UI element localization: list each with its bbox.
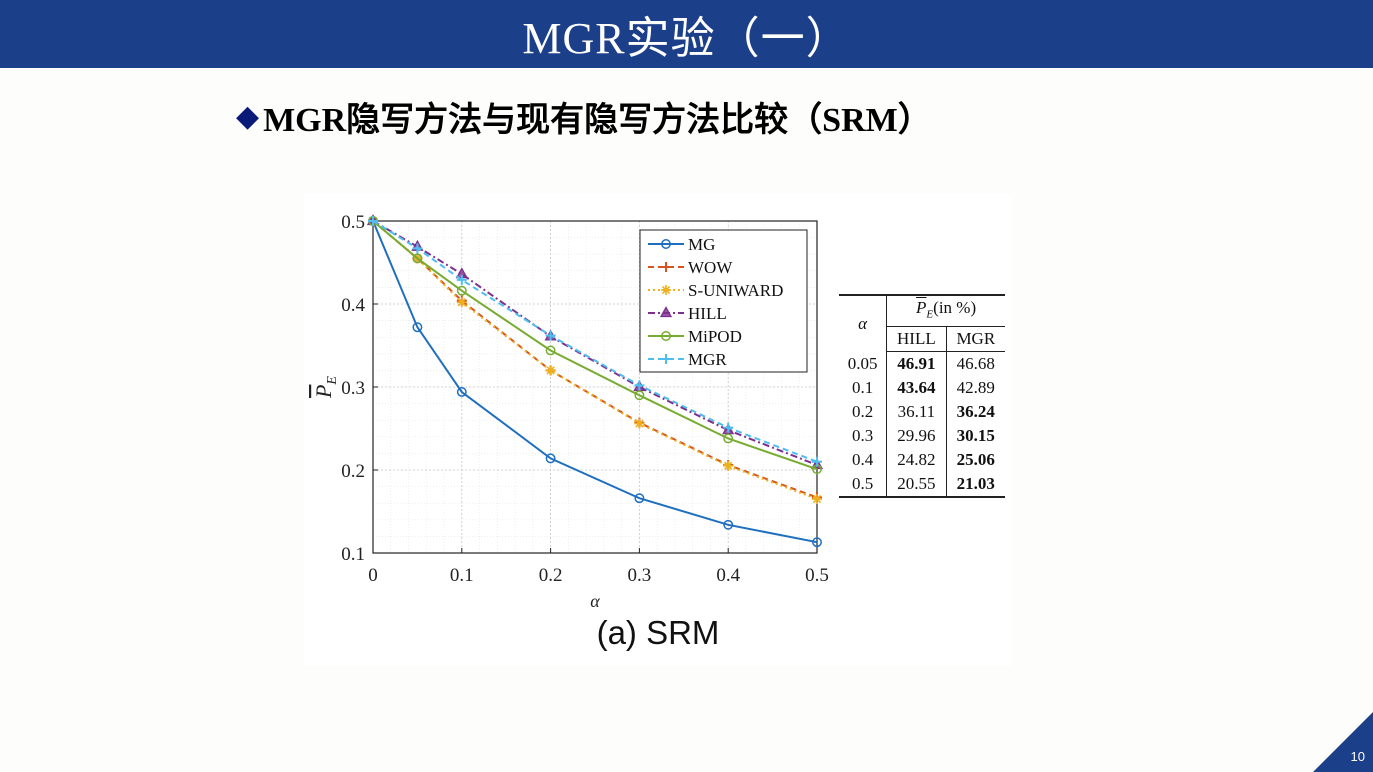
legend-label: WOW: [688, 258, 733, 277]
table-cell-mgr: 46.68: [945, 351, 1005, 377]
table-header-pe: PE(in %): [886, 294, 1005, 328]
table-header-hill: HILL: [886, 326, 947, 353]
y-tick-label: 0.3: [341, 378, 365, 399]
table-cell-alpha: 0.05: [847, 354, 878, 374]
x-tick-label: 0.5: [805, 565, 829, 586]
line-chart: 0 0.1 0.2 0.3 0.4 0.50.10.20.30.40.5αPEMGWOWS…: [311, 212, 829, 611]
x-axis-label: α: [590, 591, 600, 611]
table-cell-alpha: 0.1: [851, 378, 874, 398]
y-tick-label: 0.1: [341, 544, 365, 565]
slide-subtitle: ◆ MGR隐写方法与现有隐写方法比较（SRM）: [236, 92, 932, 140]
legend-label: HILL: [688, 304, 727, 323]
table-cell-hill: 20.55: [886, 472, 947, 499]
data-point: [634, 380, 645, 391]
data-point: [545, 345, 556, 356]
legend-label: MiPOD: [688, 327, 742, 346]
x-tick-label: 0: [368, 565, 378, 586]
data-point: [545, 330, 556, 341]
table-cell-alpha: 0.4: [851, 450, 874, 470]
legend-marker: [661, 239, 671, 249]
series-line-mg: [372, 220, 818, 544]
table-cell-mgr: 30.15: [945, 424, 1005, 449]
data-point: [723, 422, 734, 433]
data-point: [545, 365, 556, 376]
data-point: [812, 537, 822, 548]
figure-panel: 0 0.1 0.2 0.3 0.4 0.5 0.1 0.2 0.3 0.4 0.5 α PE MG WOW S…: [304, 194, 1012, 666]
data-point: [812, 494, 822, 505]
title-bar: MGR实验（一）: [0, 0, 1373, 68]
table-cell-mgr: 42.89: [945, 376, 1005, 401]
table-row: 0.4 24.82 25.06: [839, 448, 1005, 473]
legend-label: MGR: [688, 350, 727, 369]
table-row: 0.3 29.96 30.15: [839, 424, 1005, 449]
data-point: [723, 433, 734, 444]
table-cell-hill: 43.64: [886, 376, 947, 401]
data-point: [812, 456, 822, 467]
x-tick-label: 0.1: [450, 565, 474, 586]
data-point: [412, 253, 423, 264]
table-row: 0.5 20.55 21.03: [839, 472, 1005, 499]
data-point: [456, 274, 467, 285]
series-line-mipod: [372, 220, 818, 471]
table-cell-mgr: 25.06: [945, 448, 1005, 473]
data-point: [723, 519, 734, 530]
data-point: [412, 322, 423, 333]
data-point: [412, 243, 423, 254]
legend-marker: [661, 331, 671, 341]
table-header-mgr: MGR: [945, 326, 1005, 353]
table-cell-hill: 46.91: [886, 351, 947, 377]
slide-title: MGR实验（一）: [522, 14, 851, 63]
y-tick-label: 0.4: [341, 295, 365, 316]
table-row: 0.1 43.64 42.89: [839, 376, 1005, 401]
diamond-bullet-icon: ◆: [236, 99, 260, 133]
x-tick-label: 0.4: [716, 565, 740, 586]
legend-box: [639, 229, 808, 373]
table-row: 0.2 36.11 36.24: [839, 400, 1005, 425]
legend-marker: [661, 262, 671, 272]
y-axis-label: PE: [311, 376, 340, 399]
legend-marker: [661, 285, 671, 295]
data-point: [634, 493, 645, 504]
data-point: [634, 390, 645, 401]
subtitle-text: MGR隐写方法与现有隐写方法比较（SRM）: [263, 101, 932, 139]
data-point: [634, 418, 645, 429]
data-point: [545, 453, 556, 464]
y-tick-label: 0.2: [341, 461, 365, 482]
table-row: 0.05 46.91 46.68: [839, 351, 1005, 377]
legend-label: S-UNIWARD: [688, 281, 783, 300]
table-cell-hill: 36.11: [886, 400, 947, 425]
y-tick-label: 0.5: [341, 212, 365, 233]
legend-marker: [661, 354, 671, 364]
legend-marker: [659, 306, 673, 318]
data-point: [456, 387, 467, 397]
table-cell-alpha: 0.3: [851, 426, 874, 446]
data-point: [456, 285, 467, 296]
table-cell-alpha: 0.5: [839, 472, 887, 499]
table-cell-hill: 24.82: [886, 448, 947, 473]
x-tick-label: 0.2: [539, 565, 563, 586]
figure-caption: (a) SRM: [596, 614, 720, 651]
table-header-alpha: α: [839, 294, 887, 352]
x-tick-label: 0.3: [628, 565, 652, 586]
data-point: [723, 460, 734, 471]
pe-table: α PE(in %) HILL MGR 0.05 46.91 46.68 0.1 43.…: [839, 294, 1005, 499]
data-point: [456, 297, 467, 308]
data-point: [368, 216, 378, 226]
corner-decoration: [1313, 712, 1373, 772]
legend-label: MG: [688, 235, 715, 254]
page-number: 10: [1350, 749, 1365, 764]
table-body: 0.05 46.91 46.68 0.1 43.64 42.89 0.2 36.11 36.24…: [839, 351, 1005, 499]
table-cell-mgr: 21.03: [945, 472, 1005, 499]
table-cell-alpha: 0.2: [851, 402, 874, 422]
table-cell-mgr: 36.24: [945, 400, 1005, 425]
table-cell-hill: 29.96: [886, 424, 947, 449]
